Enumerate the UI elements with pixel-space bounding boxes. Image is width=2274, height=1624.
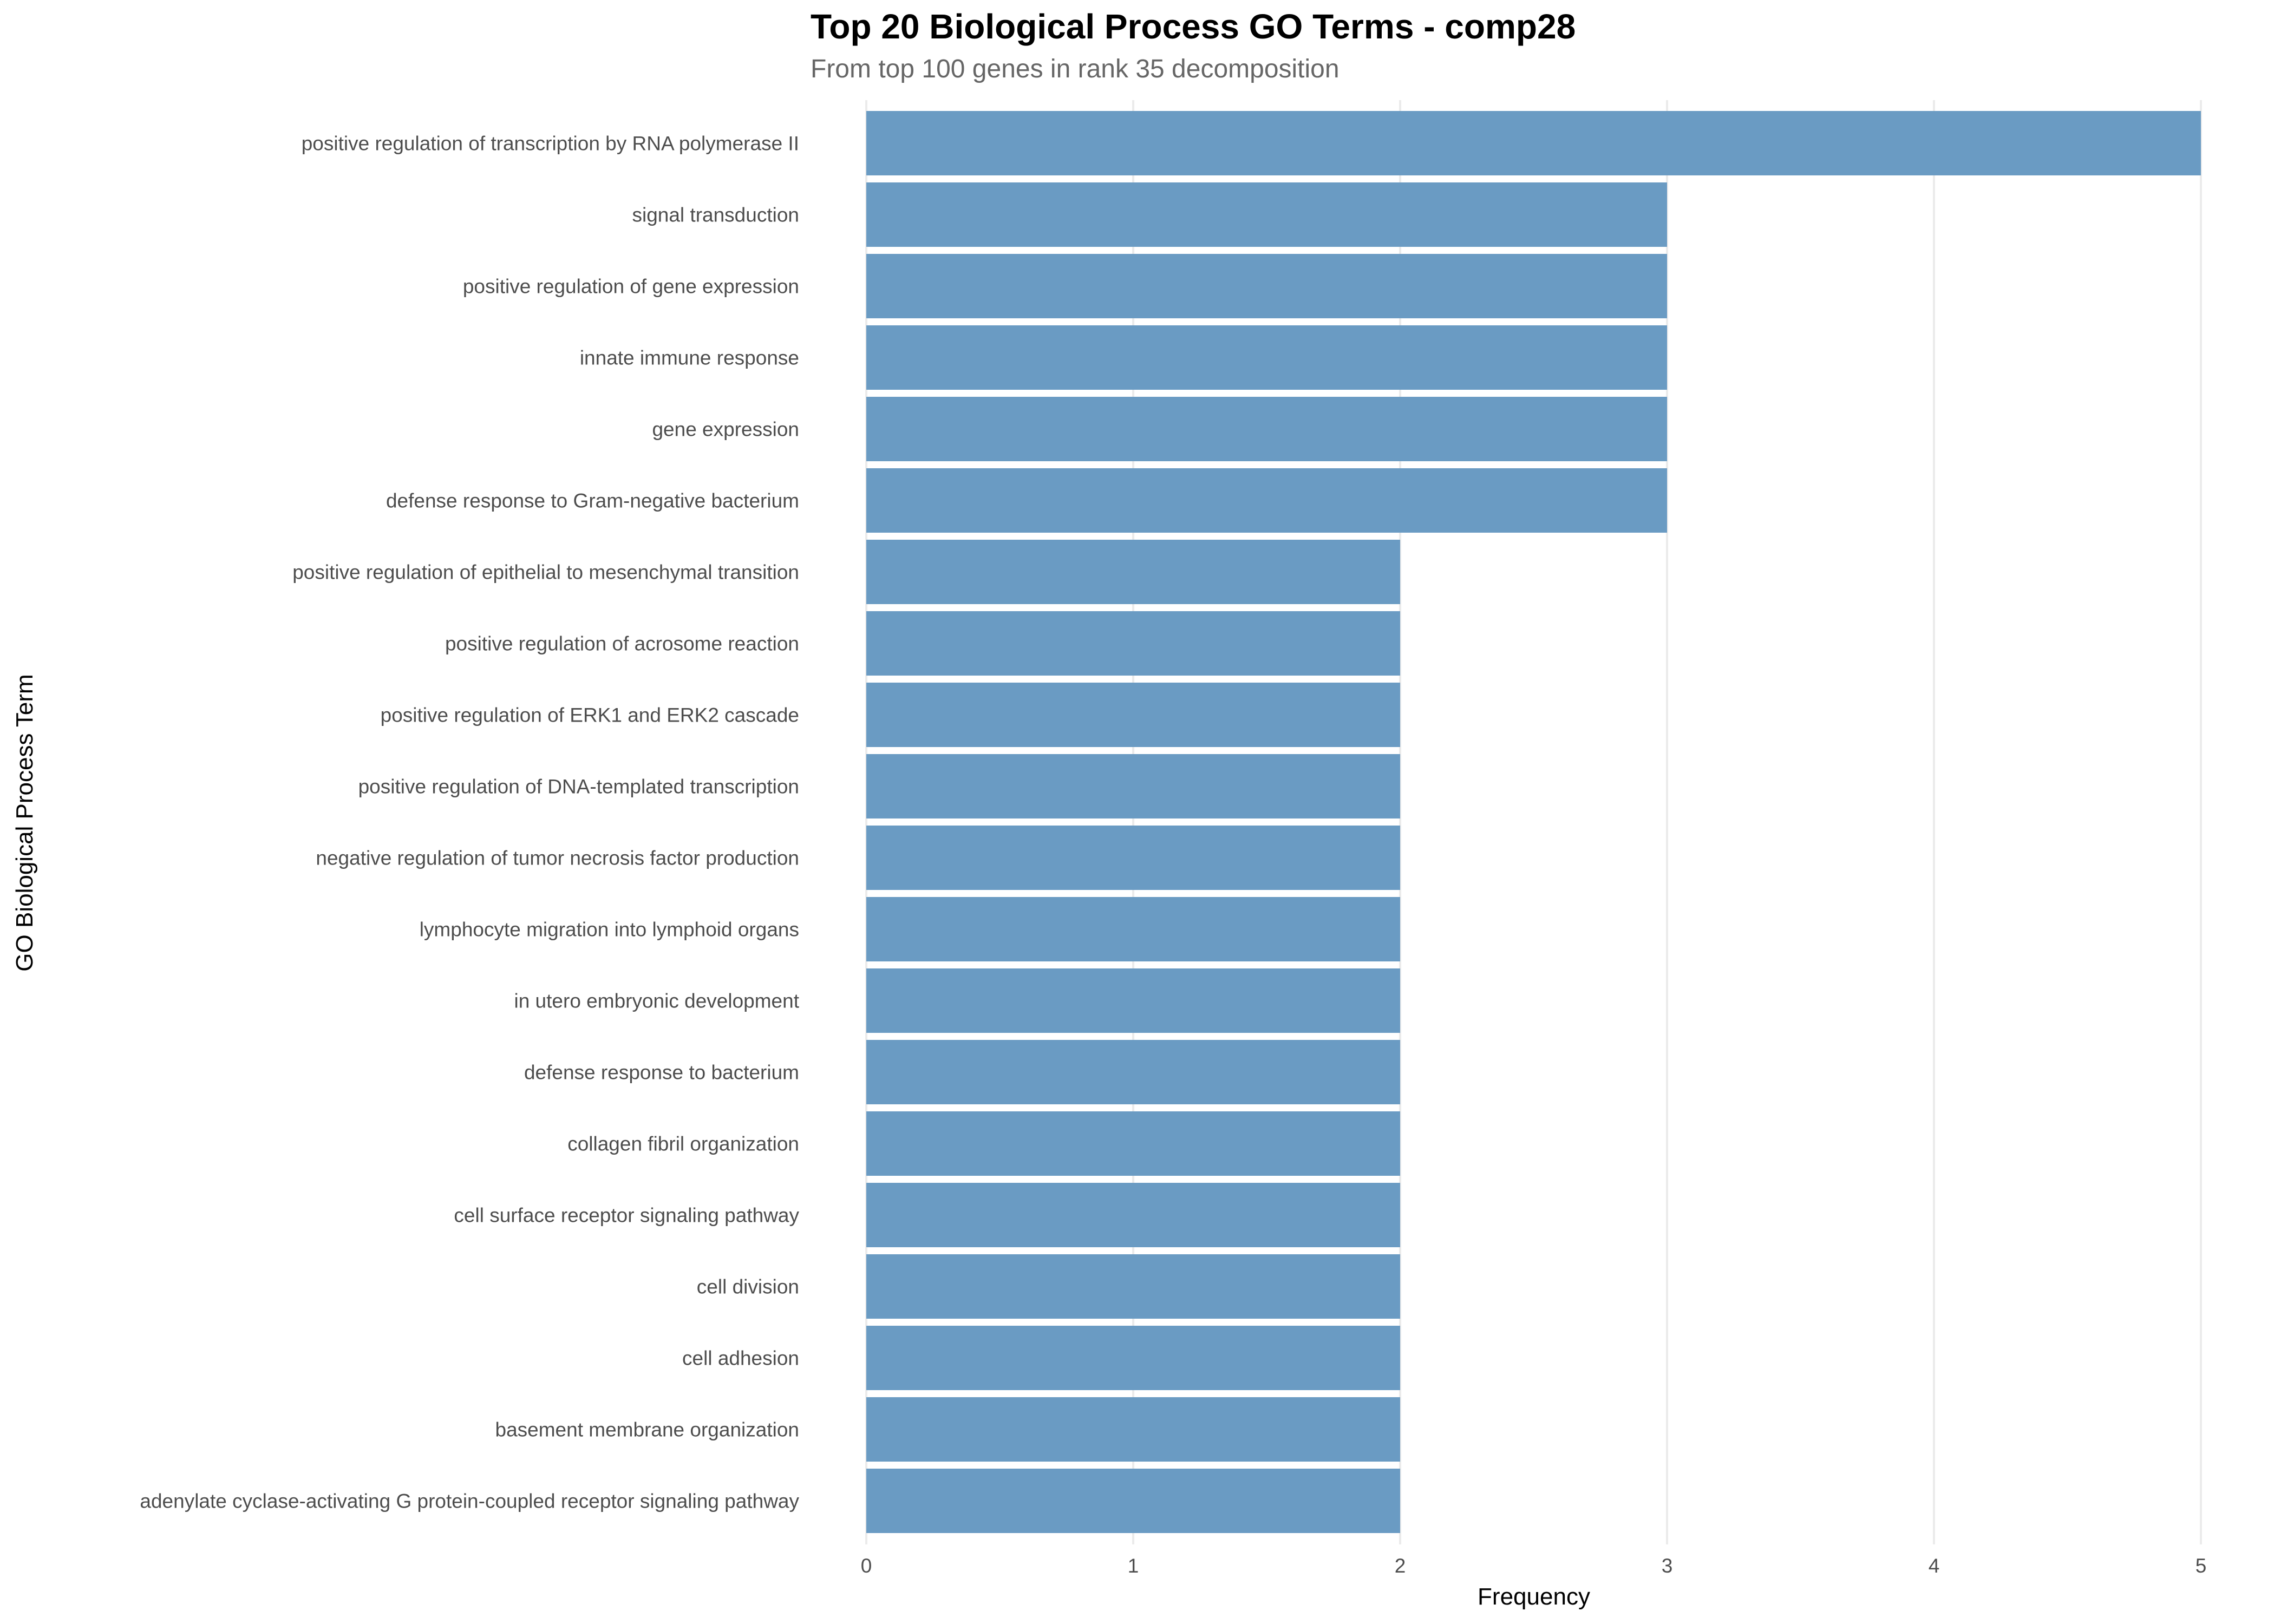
y-tick-label: defense response to Gram-negative bacter… <box>386 490 799 512</box>
bar <box>866 1254 1400 1319</box>
bar <box>866 397 1667 461</box>
x-tick-label: 3 <box>1662 1555 1673 1577</box>
y-tick-label: cell adhesion <box>682 1347 799 1370</box>
bar <box>866 826 1400 890</box>
y-tick-label: gene expression <box>652 418 799 441</box>
y-tick-label: positive regulation of gene expression <box>463 276 799 298</box>
bar <box>866 683 1400 747</box>
bar <box>866 1183 1400 1247</box>
y-tick-label: positive regulation of acrosome reaction <box>445 633 799 655</box>
y-tick-label: positive regulation of ERK1 and ERK2 cas… <box>381 704 799 726</box>
y-tick-label: cell division <box>697 1276 799 1298</box>
bar <box>866 254 1667 318</box>
bar <box>866 1040 1400 1104</box>
chart-title: Top 20 Biological Process GO Terms - com… <box>811 7 1576 46</box>
y-tick-label: positive regulation of DNA-templated tra… <box>358 776 799 798</box>
y-tick-label: in utero embryonic development <box>514 990 799 1012</box>
bar <box>866 468 1667 533</box>
bar <box>866 1397 1400 1462</box>
y-tick-label: adenylate cyclase-activating G protein-c… <box>140 1490 799 1512</box>
x-tick-label: 4 <box>1929 1555 1940 1577</box>
x-tick-label: 5 <box>2195 1555 2207 1577</box>
bar <box>866 182 1667 247</box>
bar <box>866 611 1400 676</box>
x-axis-title: Frequency <box>1478 1583 1590 1610</box>
y-tick-label: collagen fibril organization <box>567 1133 799 1155</box>
y-tick-label: defense response to bacterium <box>524 1062 799 1084</box>
x-tick-label: 1 <box>1128 1555 1139 1577</box>
bar <box>866 325 1667 390</box>
x-tick-label: 2 <box>1395 1555 1406 1577</box>
y-tick-label: positive regulation of epithelial to mes… <box>292 561 799 584</box>
bar <box>866 1111 1400 1176</box>
bar <box>866 111 2201 175</box>
x-tick-label: 0 <box>861 1555 872 1577</box>
y-tick-label: negative regulation of tumor necrosis fa… <box>316 847 799 869</box>
y-tick-label: cell surface receptor signaling pathway <box>454 1204 799 1227</box>
bar <box>866 1326 1400 1390</box>
bar <box>866 754 1400 818</box>
chart-subtitle: From top 100 genes in rank 35 decomposit… <box>811 55 1339 83</box>
bar <box>866 968 1400 1033</box>
y-tick-label: innate immune response <box>580 347 799 369</box>
bar <box>866 897 1400 961</box>
bar <box>866 540 1400 604</box>
y-tick-label: basement membrane organization <box>495 1419 800 1441</box>
y-tick-label: signal transduction <box>632 204 799 226</box>
y-tick-label: lymphocyte migration into lymphoid organ… <box>420 919 799 941</box>
y-tick-label: positive regulation of transcription by … <box>302 133 799 155</box>
bar <box>866 1469 1400 1533</box>
